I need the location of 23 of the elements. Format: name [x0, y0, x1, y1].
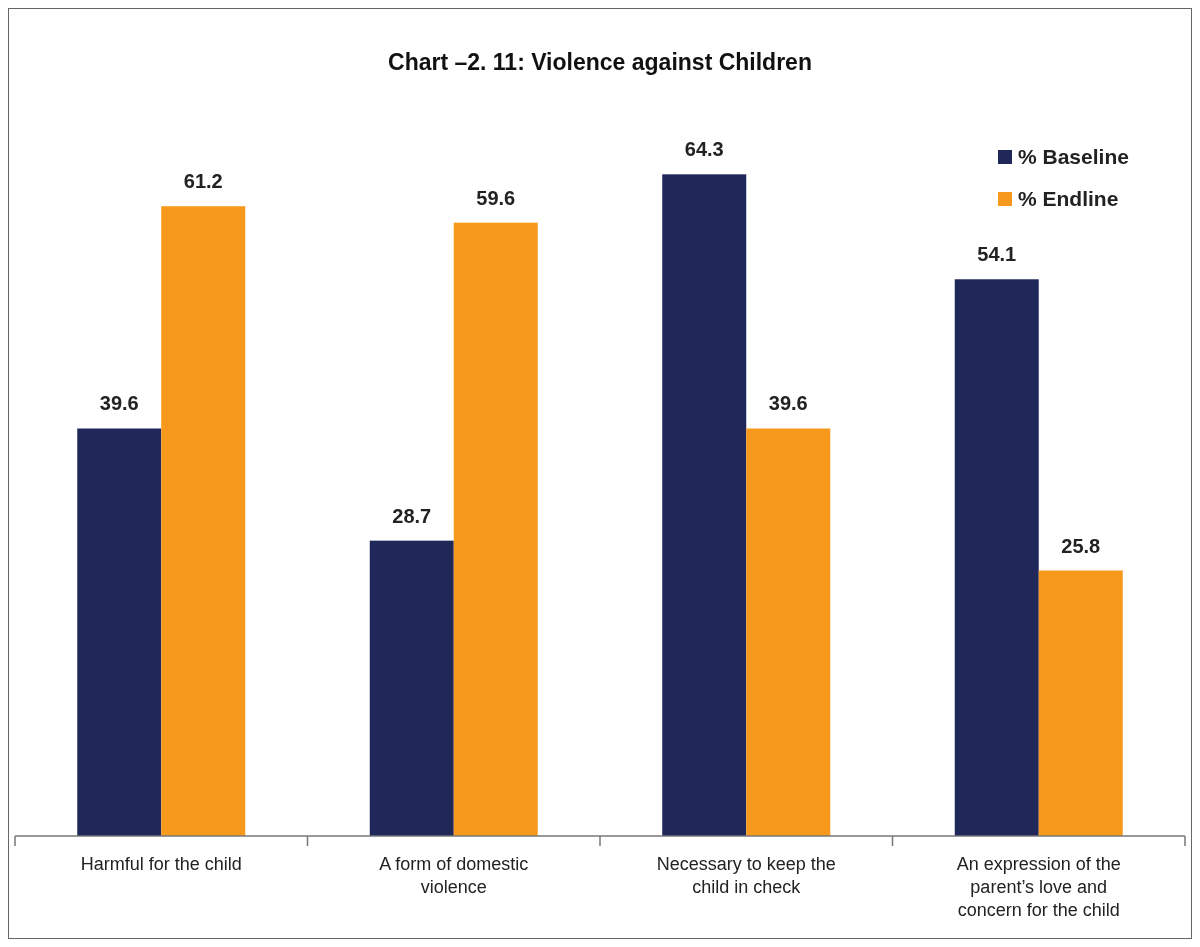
- legend-label: % Endline: [1018, 187, 1119, 210]
- data-label: 39.6: [99, 392, 139, 415]
- chart-title: Chart –2. 11: Violence against Children: [388, 49, 812, 75]
- x-tick-label: Harmful for the child: [80, 854, 242, 874]
- x-tick-label: An expression of the parent’s love and concern for the child: [956, 854, 1121, 920]
- bar: [369, 540, 454, 836]
- x-tick-label: Necessary to keep the child in check: [656, 854, 836, 897]
- data-label: 25.8: [1061, 534, 1101, 557]
- bar: [161, 206, 246, 836]
- data-label: 59.6: [476, 186, 516, 209]
- bar: [662, 174, 747, 836]
- data-label: 28.7: [392, 504, 432, 527]
- bar: [954, 279, 1039, 836]
- data-label: 64.3: [684, 138, 724, 161]
- bar: [746, 428, 831, 836]
- data-label: 61.2: [183, 170, 223, 193]
- legend-label: % Baseline: [1018, 145, 1129, 168]
- data-label: 54.1: [977, 243, 1017, 266]
- bar: [453, 222, 538, 836]
- data-label: 39.6: [768, 392, 808, 415]
- bar: [1038, 570, 1123, 836]
- x-tick-label: A form of domestic violence: [379, 854, 529, 897]
- bar: [77, 428, 162, 836]
